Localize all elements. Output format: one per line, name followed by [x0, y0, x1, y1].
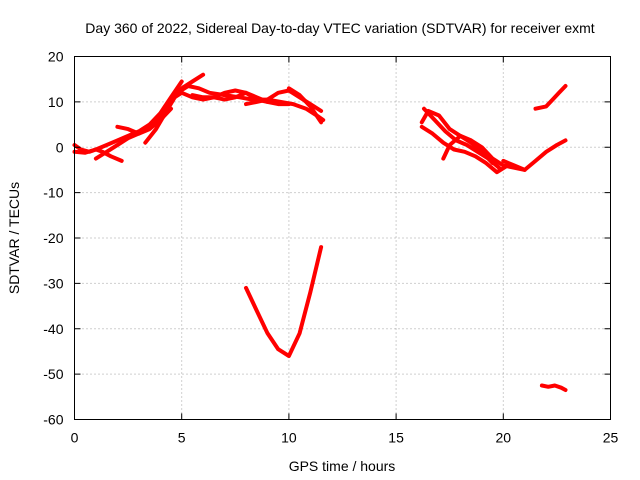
series-track-11: [419, 108, 527, 172]
plot-area: [72, 72, 568, 392]
chart-title: Day 360 of 2022, Sidereal Day-to-day VTE…: [85, 20, 594, 36]
x-tick-label: 15: [388, 430, 404, 446]
series-track-7: [190, 90, 291, 107]
y-tick-label: 10: [48, 94, 64, 110]
y-tick-label: 0: [56, 139, 64, 155]
y-axis-label: SDTVAR / TECUs: [6, 182, 22, 294]
series-track-14: [441, 133, 495, 166]
y-tick-label: -20: [43, 230, 63, 246]
x-axis: 0 5 10 15 20 25: [71, 56, 619, 446]
x-tick-label: 20: [496, 430, 512, 446]
y-tick-label: -60: [43, 412, 63, 428]
series-track-17: [539, 383, 568, 392]
x-tick-label: 0: [71, 430, 79, 446]
series-track-13: [419, 124, 510, 175]
grid: [74, 56, 611, 420]
x-tick-label: 25: [603, 430, 619, 446]
series-track-15: [501, 138, 568, 172]
series-track-10: [244, 245, 324, 358]
y-tick-label: -40: [43, 321, 63, 337]
y-tick-label: -50: [43, 366, 63, 382]
y-axis: -60 -50 -40 -30 -20 -10 0 10 20: [43, 49, 611, 428]
y-tick-label: 20: [48, 49, 64, 65]
x-tick-label: 5: [178, 430, 186, 446]
series-track-9: [286, 86, 324, 125]
x-tick-label: 10: [281, 430, 297, 446]
series-track-16: [533, 84, 568, 111]
y-tick-label: -30: [43, 275, 63, 291]
x-axis-label: GPS time / hours: [289, 458, 396, 474]
y-tick-label: -10: [43, 185, 63, 201]
